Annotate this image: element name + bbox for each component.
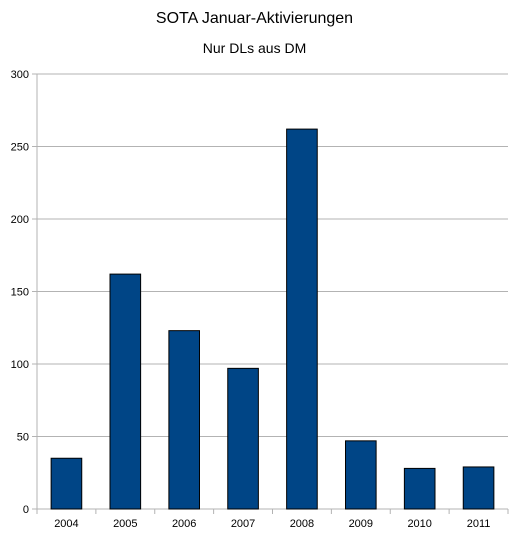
x-tick-label: 2005 <box>113 518 137 530</box>
bar-2011 <box>462 466 495 510</box>
bar-2005 <box>109 273 142 510</box>
y-tick-label: 200 <box>11 214 29 226</box>
x-tick-label: 2008 <box>290 518 314 530</box>
y-tick-label: 100 <box>11 359 29 371</box>
y-tick-label: 150 <box>11 287 29 299</box>
bar-2008 <box>286 128 318 510</box>
x-tick-label: 2010 <box>407 518 431 530</box>
x-tick-label: 2006 <box>172 518 196 530</box>
x-tick-label: 2009 <box>349 518 373 530</box>
bar-2007 <box>227 367 259 510</box>
y-tick-label: 250 <box>11 142 29 154</box>
x-tick-label: 2004 <box>54 518 78 530</box>
bar-2004 <box>50 457 83 510</box>
y-tick-label: 50 <box>17 432 29 444</box>
bar-2010 <box>403 467 436 510</box>
y-tick-label: 0 <box>23 504 29 516</box>
y-tick-label: 300 <box>11 69 29 81</box>
bar-2009 <box>345 440 377 510</box>
chart-subtitle: Nur DLs aus DM <box>202 40 307 56</box>
bar-2006 <box>168 330 200 510</box>
x-tick-label: 2011 <box>467 518 491 530</box>
chart-title: SOTA Januar-Aktivierungen <box>155 10 354 27</box>
x-tick-label: 2007 <box>231 518 255 530</box>
